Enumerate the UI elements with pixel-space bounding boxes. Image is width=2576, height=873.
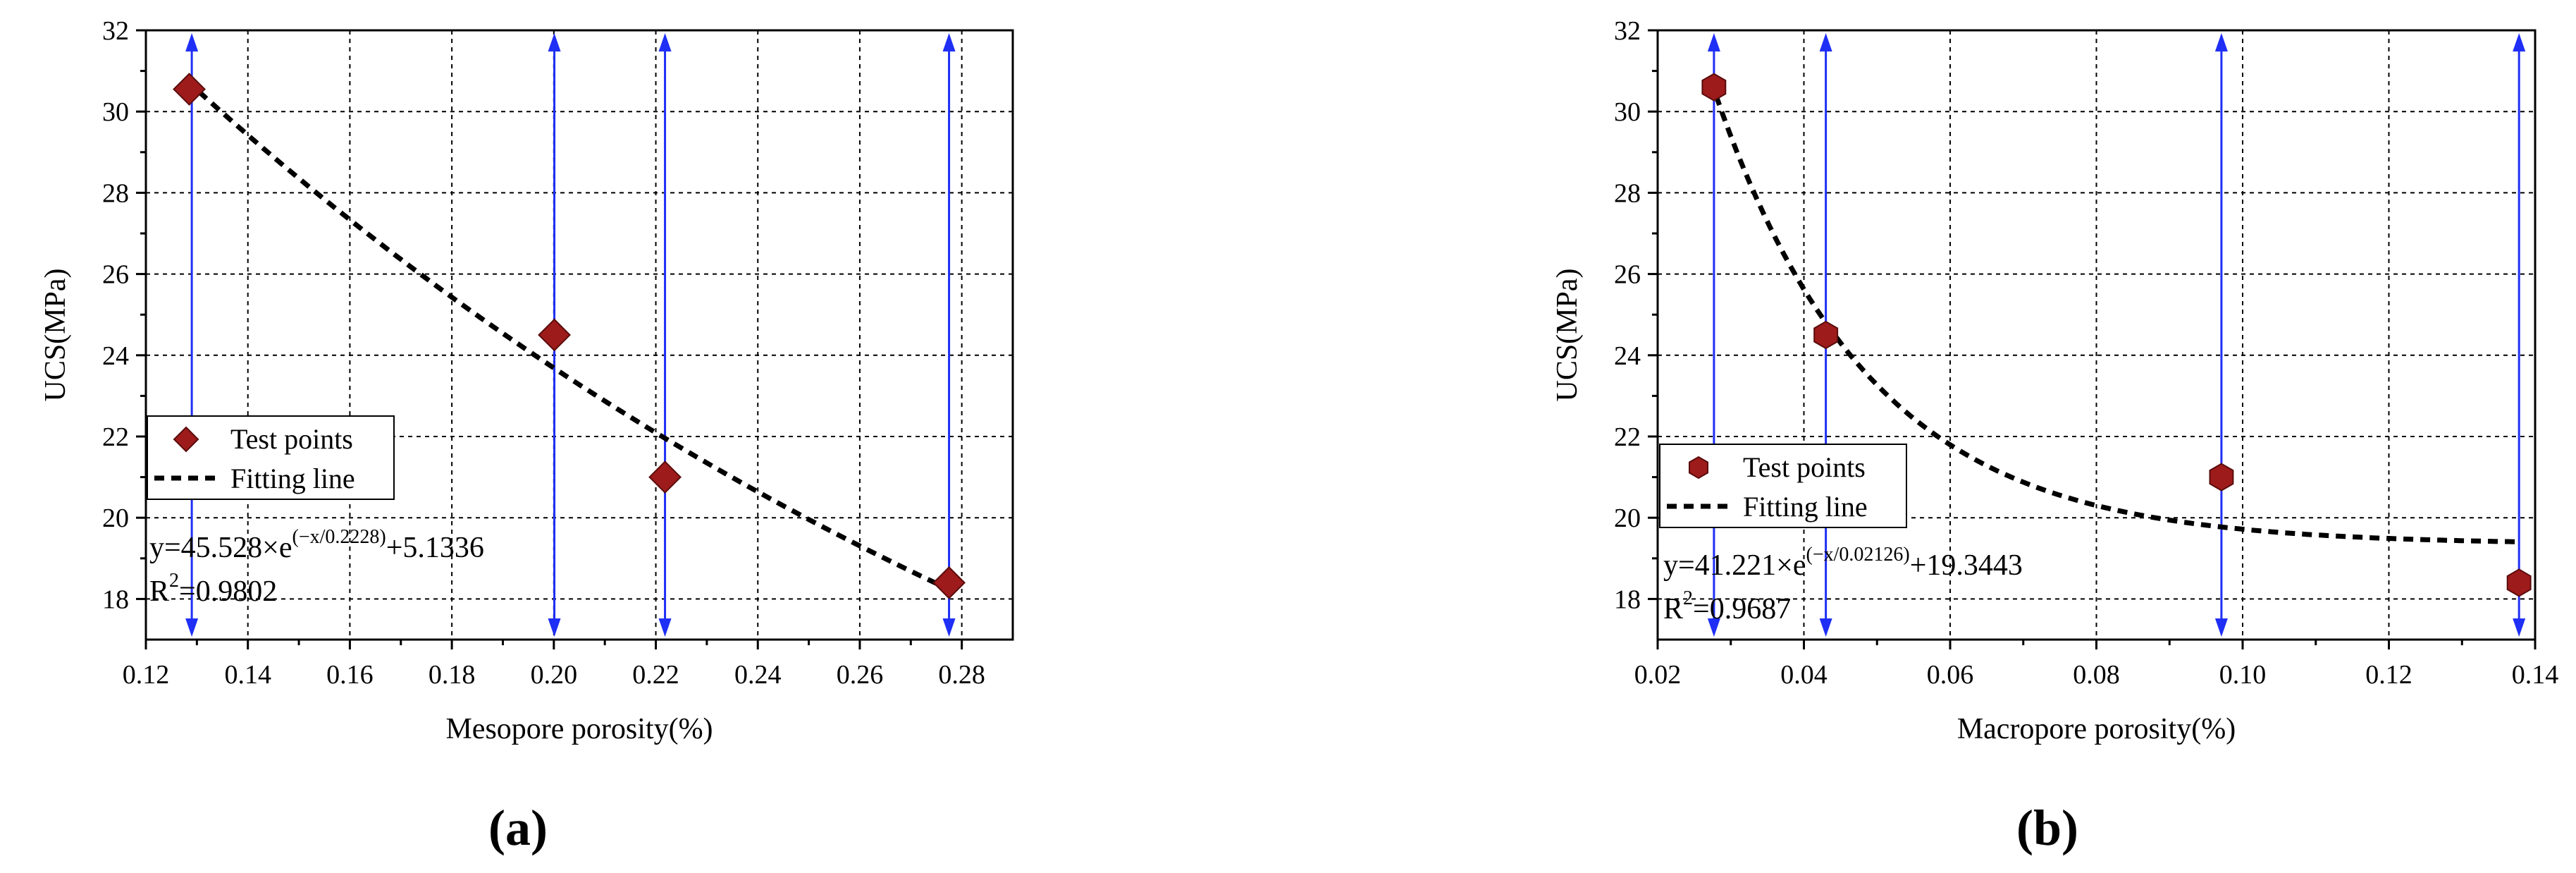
plot-frame-a: [144, 29, 1014, 641]
test-point-b-3: [2506, 568, 2532, 597]
x-tick-label-a-2: 0.16: [326, 660, 374, 690]
x-tick-label-a-1: 0.14: [224, 660, 271, 690]
arrow-up-b-2: [2214, 33, 2228, 51]
legend-label-fitting-line-b: Fitting line: [1743, 491, 1868, 523]
legend-label-test-points-a: Test points: [230, 423, 353, 455]
test-point-a-0: [173, 73, 206, 106]
y-axis-title-b: UCS(MPa): [1551, 268, 1584, 401]
vertical-lines-a: [185, 33, 956, 637]
test-point-a-2: [648, 460, 682, 494]
panel-b: 0.02 0.04 0.06 0.08 0.10 0.12 0.14 18 20 22 24 26 2…: [1551, 16, 2558, 856]
panel-a: 0.12 0.14 0.16 0.18 0.20 0.22 0.24 0.26 0.28 18 2…: [39, 16, 1014, 856]
y-tick-label-b-5: 28: [1614, 178, 1641, 208]
equation-suffix-b: +19.3443: [1910, 549, 2023, 582]
equation-suffix-a: +5.1336: [386, 532, 484, 564]
arrow-down-a-3: [942, 618, 956, 637]
equation-exponent-b: (−x/0.02126): [1806, 544, 1910, 566]
arrow-up-b-0: [1707, 33, 1720, 51]
y-tick-label-a-4: 26: [102, 260, 129, 290]
y-tick-label-b-6: 30: [1614, 97, 1641, 127]
arrow-down-b-0: [1707, 618, 1720, 637]
y-tick-labels-a: 18 20 22 24 26 28 30 32: [102, 16, 129, 614]
x-tick-label-a-3: 0.18: [429, 660, 476, 690]
arrow-up-a-0: [185, 33, 199, 51]
arrow-up-a-1: [548, 33, 561, 51]
arrow-up-a-2: [658, 33, 672, 51]
y-tick-label-a-2: 22: [102, 422, 129, 452]
x-tick-label-a-7: 0.26: [837, 660, 884, 690]
x-tick-label-b-6: 0.14: [2512, 660, 2559, 690]
y-tick-labels-b: 18 20 22 24 26 28 30 32: [1614, 16, 1641, 614]
panel-label-a: (a): [488, 800, 548, 856]
arrow-down-a-2: [658, 618, 672, 637]
r-squared-a: R2=0.9802: [149, 570, 277, 608]
test-point-b-0: [1701, 73, 1727, 102]
legend-marker-diamond-a: [173, 426, 199, 453]
legend-marker-hexagon-b: [1689, 456, 1708, 480]
equation-a: y=45.528×e(−x/0.2228)+5.1336: [149, 526, 484, 564]
x-tick-labels-b: 0.02 0.04 0.06 0.08 0.10 0.12 0.14: [1634, 660, 2559, 690]
test-point-b-2: [2209, 463, 2234, 492]
y-tick-label-a-7: 32: [102, 16, 129, 46]
fitting-line-a: [185, 78, 953, 593]
x-tick-label-a-4: 0.20: [531, 660, 578, 690]
legend-b: Test points Fitting line: [1659, 444, 1907, 528]
y-tick-label-a-1: 20: [102, 503, 129, 533]
y-axis-title-a: UCS(MPa): [39, 268, 72, 401]
equation-prefix-a: y=45.528×e: [149, 532, 292, 564]
y-tick-label-b-4: 26: [1614, 260, 1641, 290]
x-tick-label-b-1: 0.04: [1780, 660, 1828, 690]
legend-a: Test points Fitting line: [147, 415, 395, 500]
x-tick-label-a-8: 0.28: [938, 660, 985, 690]
fitting-line-b: [1713, 94, 2521, 544]
x-tick-labels-a: 0.12 0.14 0.16 0.18 0.20 0.22 0.24 0.26 0.28: [123, 660, 985, 690]
arrow-down-a-0: [185, 618, 199, 637]
panel-label-b: (b): [2016, 800, 2078, 856]
equation-prefix-b: y=41.221×e: [1663, 549, 1806, 582]
arrow-down-b-2: [2214, 618, 2228, 637]
legend-label-test-points-b: Test points: [1743, 451, 1866, 483]
y-tick-label-b-7: 32: [1614, 16, 1641, 46]
ticks-b: [1648, 29, 2537, 649]
y-tick-label-a-6: 30: [102, 97, 129, 127]
test-points-a: [173, 73, 966, 599]
y-tick-label-b-0: 18: [1614, 585, 1641, 614]
grid-b: [1658, 30, 2535, 640]
x-tick-label-a-6: 0.24: [734, 660, 782, 690]
equation-b: y=41.221×e(−x/0.02126)+19.3443: [1663, 544, 2023, 582]
x-axis-title-b: Macropore porosity(%): [1957, 713, 2236, 745]
legend-label-fitting-line-a: Fitting line: [230, 463, 355, 494]
ticks-a: [136, 29, 963, 649]
arrow-down-b-1: [1819, 618, 1832, 637]
test-point-b-1: [1813, 320, 1839, 350]
y-tick-label-b-3: 24: [1614, 341, 1641, 371]
arrow-up-b-1: [1819, 33, 1832, 51]
x-tick-label-b-3: 0.08: [2073, 660, 2120, 690]
x-tick-label-a-5: 0.22: [632, 660, 679, 690]
x-tick-label-b-4: 0.10: [2219, 660, 2267, 690]
test-point-a-1: [538, 318, 571, 352]
x-tick-label-a-0: 0.12: [123, 660, 170, 690]
x-tick-label-b-5: 0.12: [2365, 660, 2412, 690]
arrow-up-b-3: [2513, 33, 2526, 51]
x-axis-title-a: Mesopore porosity(%): [445, 713, 713, 745]
x-tick-label-b-2: 0.06: [1927, 660, 1974, 690]
test-points-b: [1701, 73, 2532, 597]
x-tick-label-b-0: 0.02: [1634, 660, 1682, 690]
y-tick-label-b-2: 22: [1614, 422, 1641, 452]
y-tick-label-a-0: 18: [102, 585, 129, 614]
r-squared-b: R2=0.9687: [1663, 587, 1791, 625]
y-tick-label-a-5: 28: [102, 178, 129, 208]
y-tick-label-a-3: 24: [102, 341, 129, 371]
arrow-down-b-3: [2513, 618, 2526, 637]
equation-exponent-a: (−x/0.2228): [292, 526, 386, 548]
arrow-up-a-3: [942, 33, 956, 51]
test-point-a-3: [932, 566, 966, 599]
arrow-down-a-1: [548, 618, 561, 637]
y-tick-label-b-1: 20: [1614, 503, 1641, 533]
